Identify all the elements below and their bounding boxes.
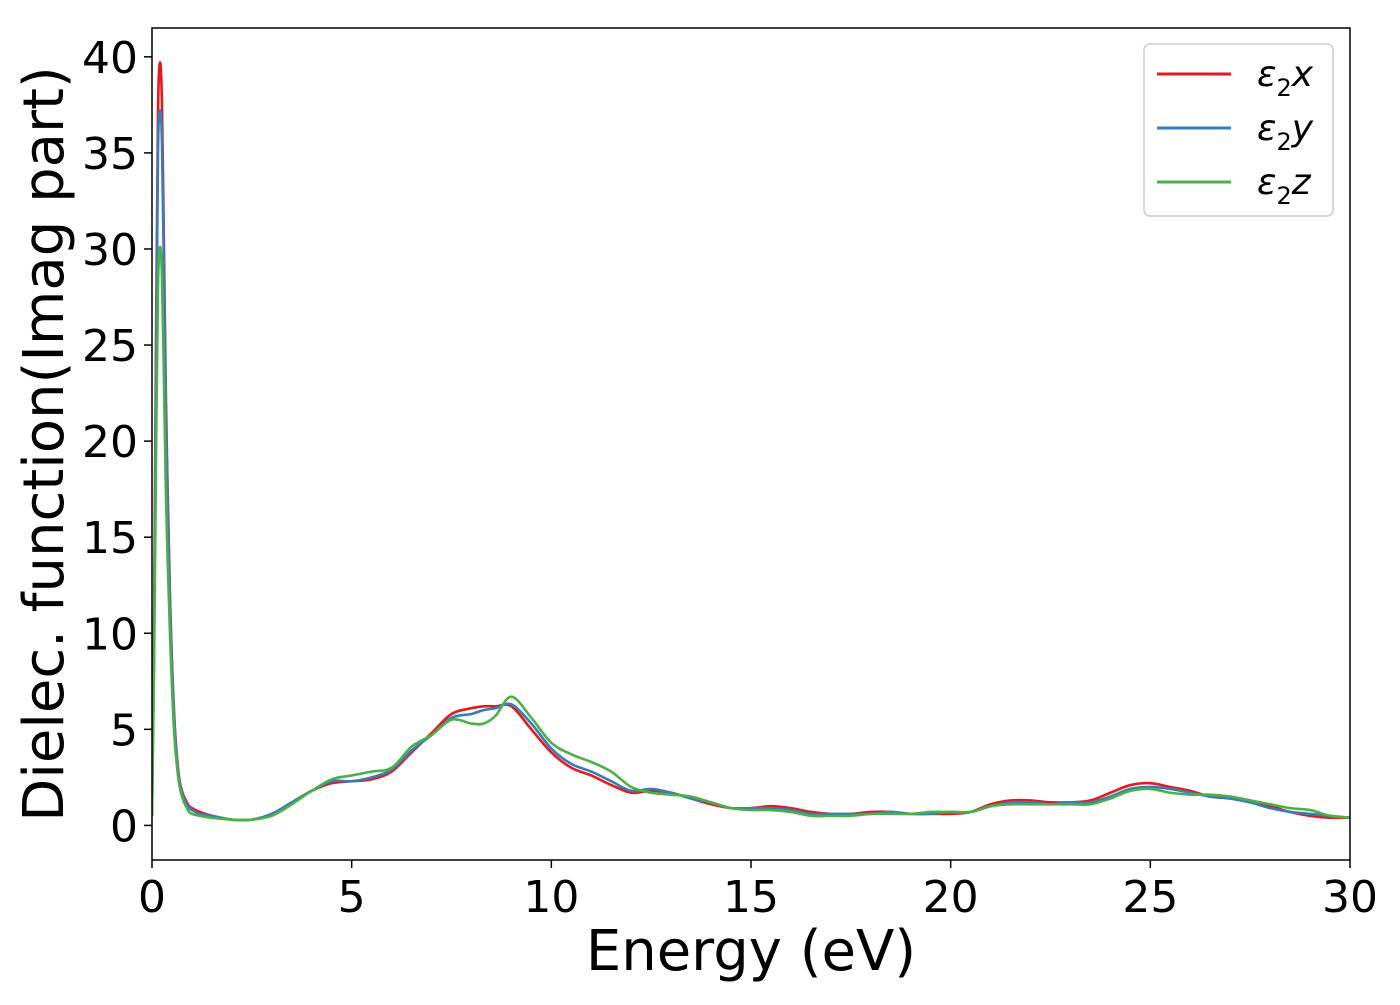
x-axis-ticks: 0 5 10 15 20 25 30 — [138, 860, 1378, 923]
legend-label-2: ε2y — [1257, 108, 1314, 156]
y-tick-label: 35 — [82, 129, 138, 180]
y-tick-label: 15 — [82, 513, 138, 564]
y-tick-label: 5 — [110, 705, 138, 756]
y-tick-label: 40 — [82, 33, 138, 84]
y-tick-label: 10 — [82, 609, 138, 660]
legend-box — [1143, 43, 1334, 217]
y-tick-label: 20 — [82, 417, 138, 468]
legend-label-3: ε2z — [1257, 162, 1312, 210]
legend: ε2x ε2y ε2z — [1143, 43, 1334, 217]
x-tick-label: 20 — [923, 872, 979, 923]
y-axis-ticks: 0 5 10 15 20 25 30 35 40 — [82, 33, 152, 852]
series-line-2 — [152, 109, 1350, 822]
y-tick-label: 30 — [82, 225, 138, 276]
x-tick-label: 10 — [523, 872, 579, 923]
legend-items: ε2x ε2y ε2z — [1157, 54, 1314, 210]
x-tick-label: 15 — [723, 872, 779, 923]
legend-label-1: ε2x — [1257, 54, 1314, 102]
x-tick-label: 0 — [138, 872, 166, 923]
series-layer — [152, 61, 1350, 822]
x-tick-label: 30 — [1322, 872, 1378, 923]
x-tick-label: 5 — [338, 872, 366, 923]
y-tick-label: 0 — [110, 801, 138, 852]
series-line-3 — [152, 245, 1350, 822]
y-tick-label: 25 — [82, 321, 138, 372]
x-axis-label: Energy (eV) — [586, 919, 916, 984]
x-tick-label: 25 — [1122, 872, 1178, 923]
y-axis-label: Dielec. function(Imag part) — [12, 66, 77, 822]
